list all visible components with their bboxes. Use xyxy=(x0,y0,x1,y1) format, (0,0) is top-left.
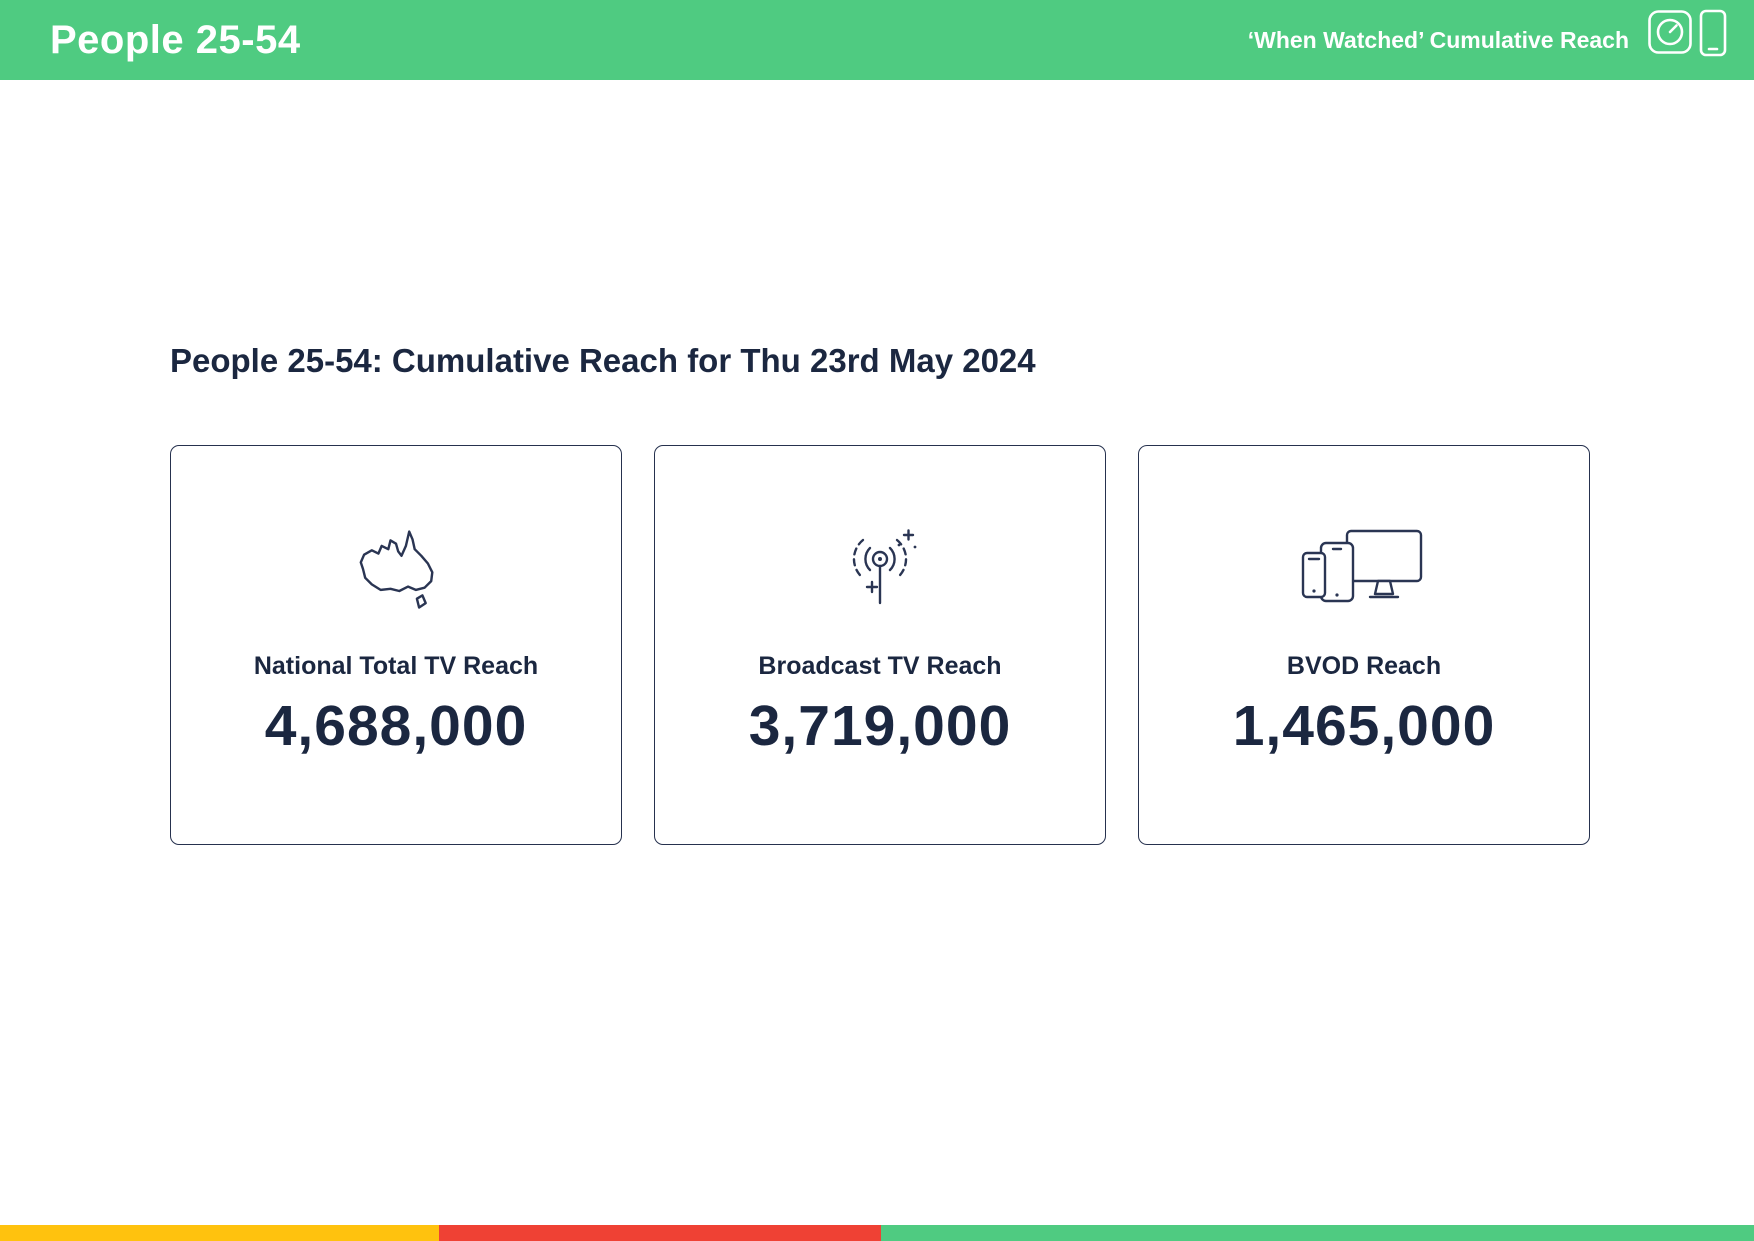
header-icons xyxy=(1647,9,1728,57)
footer-stripe-yellow xyxy=(0,1225,439,1241)
footer-stripe xyxy=(0,1225,1754,1241)
card-label: National Total TV Reach xyxy=(253,652,539,680)
phone-icon[interactable] xyxy=(1698,9,1728,57)
app-title: People 25-54 xyxy=(50,17,301,62)
app-header: People 25-54 ‘When Watched’ Cumulative R… xyxy=(0,0,1754,80)
card-label: Broadcast TV Reach xyxy=(758,652,1002,680)
header-right: ‘When Watched’ Cumulative Reach xyxy=(1247,9,1728,57)
card-label: BVOD Reach xyxy=(1286,652,1442,680)
footer-stripe-green xyxy=(880,1225,1754,1241)
card-value: 1,465,000 xyxy=(1232,694,1496,758)
footer-stripe-red xyxy=(438,1225,881,1241)
reach-card-national: National Total TV Reach 4,688,000 xyxy=(170,445,622,845)
reach-cards: National Total TV Reach 4,688,000 xyxy=(170,445,1590,845)
broadcast-antenna-icon xyxy=(830,510,930,628)
australia-map-icon xyxy=(346,510,446,628)
main-content: People 25-54: Cumulative Reach for Thu 2… xyxy=(0,80,1754,1225)
header-subtitle: ‘When Watched’ Cumulative Reach xyxy=(1247,26,1629,53)
card-value: 3,719,000 xyxy=(748,694,1012,758)
reach-card-bvod: BVOD Reach 1,465,000 xyxy=(1138,445,1590,845)
devices-icon xyxy=(1301,510,1427,628)
card-value: 4,688,000 xyxy=(264,694,528,758)
reach-card-broadcast: Broadcast TV Reach 3,719,000 xyxy=(654,445,1106,845)
gauge-icon[interactable] xyxy=(1647,9,1693,55)
page-title: People 25-54: Cumulative Reach for Thu 2… xyxy=(170,342,1036,379)
